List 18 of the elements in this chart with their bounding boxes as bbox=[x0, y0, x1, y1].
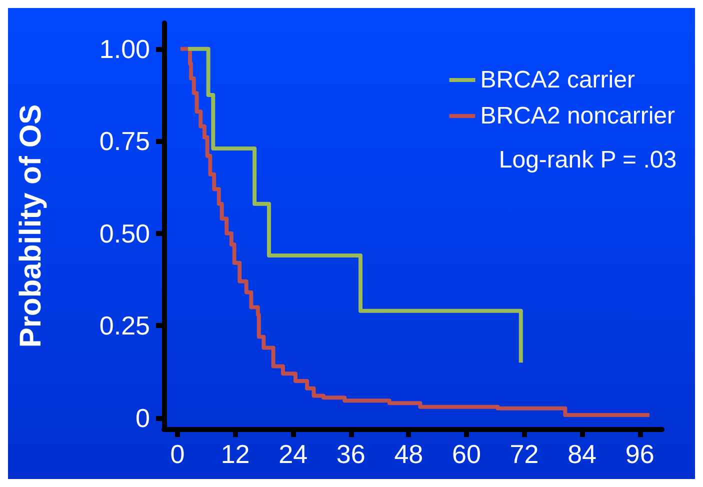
y-axis-title: Probability of OS bbox=[14, 104, 48, 348]
x-tick-label: 72 bbox=[510, 439, 539, 469]
y-tick-label: 0 bbox=[136, 402, 150, 433]
y-tick-label: 0.25 bbox=[99, 310, 150, 341]
y-tick-label: 1.00 bbox=[99, 34, 150, 64]
legend-label: BRCA2 noncarrier bbox=[480, 102, 676, 130]
x-tick-label: 0 bbox=[170, 439, 185, 469]
x-tick-label: 96 bbox=[625, 439, 654, 469]
x-tick-label: 12 bbox=[220, 439, 250, 469]
annotation: Log-rank P = .03 bbox=[498, 146, 677, 174]
x-tick-label: 60 bbox=[452, 439, 481, 469]
legend-label: BRCA2 carrier bbox=[480, 66, 635, 94]
x-tick-label: 36 bbox=[336, 439, 366, 469]
x-tick-label: 84 bbox=[568, 439, 597, 469]
y-tick-label: 0.50 bbox=[99, 218, 150, 248]
x-tick-label: 48 bbox=[394, 439, 424, 469]
x-tick-label: 24 bbox=[278, 439, 308, 469]
y-tick-label: 0.75 bbox=[99, 126, 150, 156]
